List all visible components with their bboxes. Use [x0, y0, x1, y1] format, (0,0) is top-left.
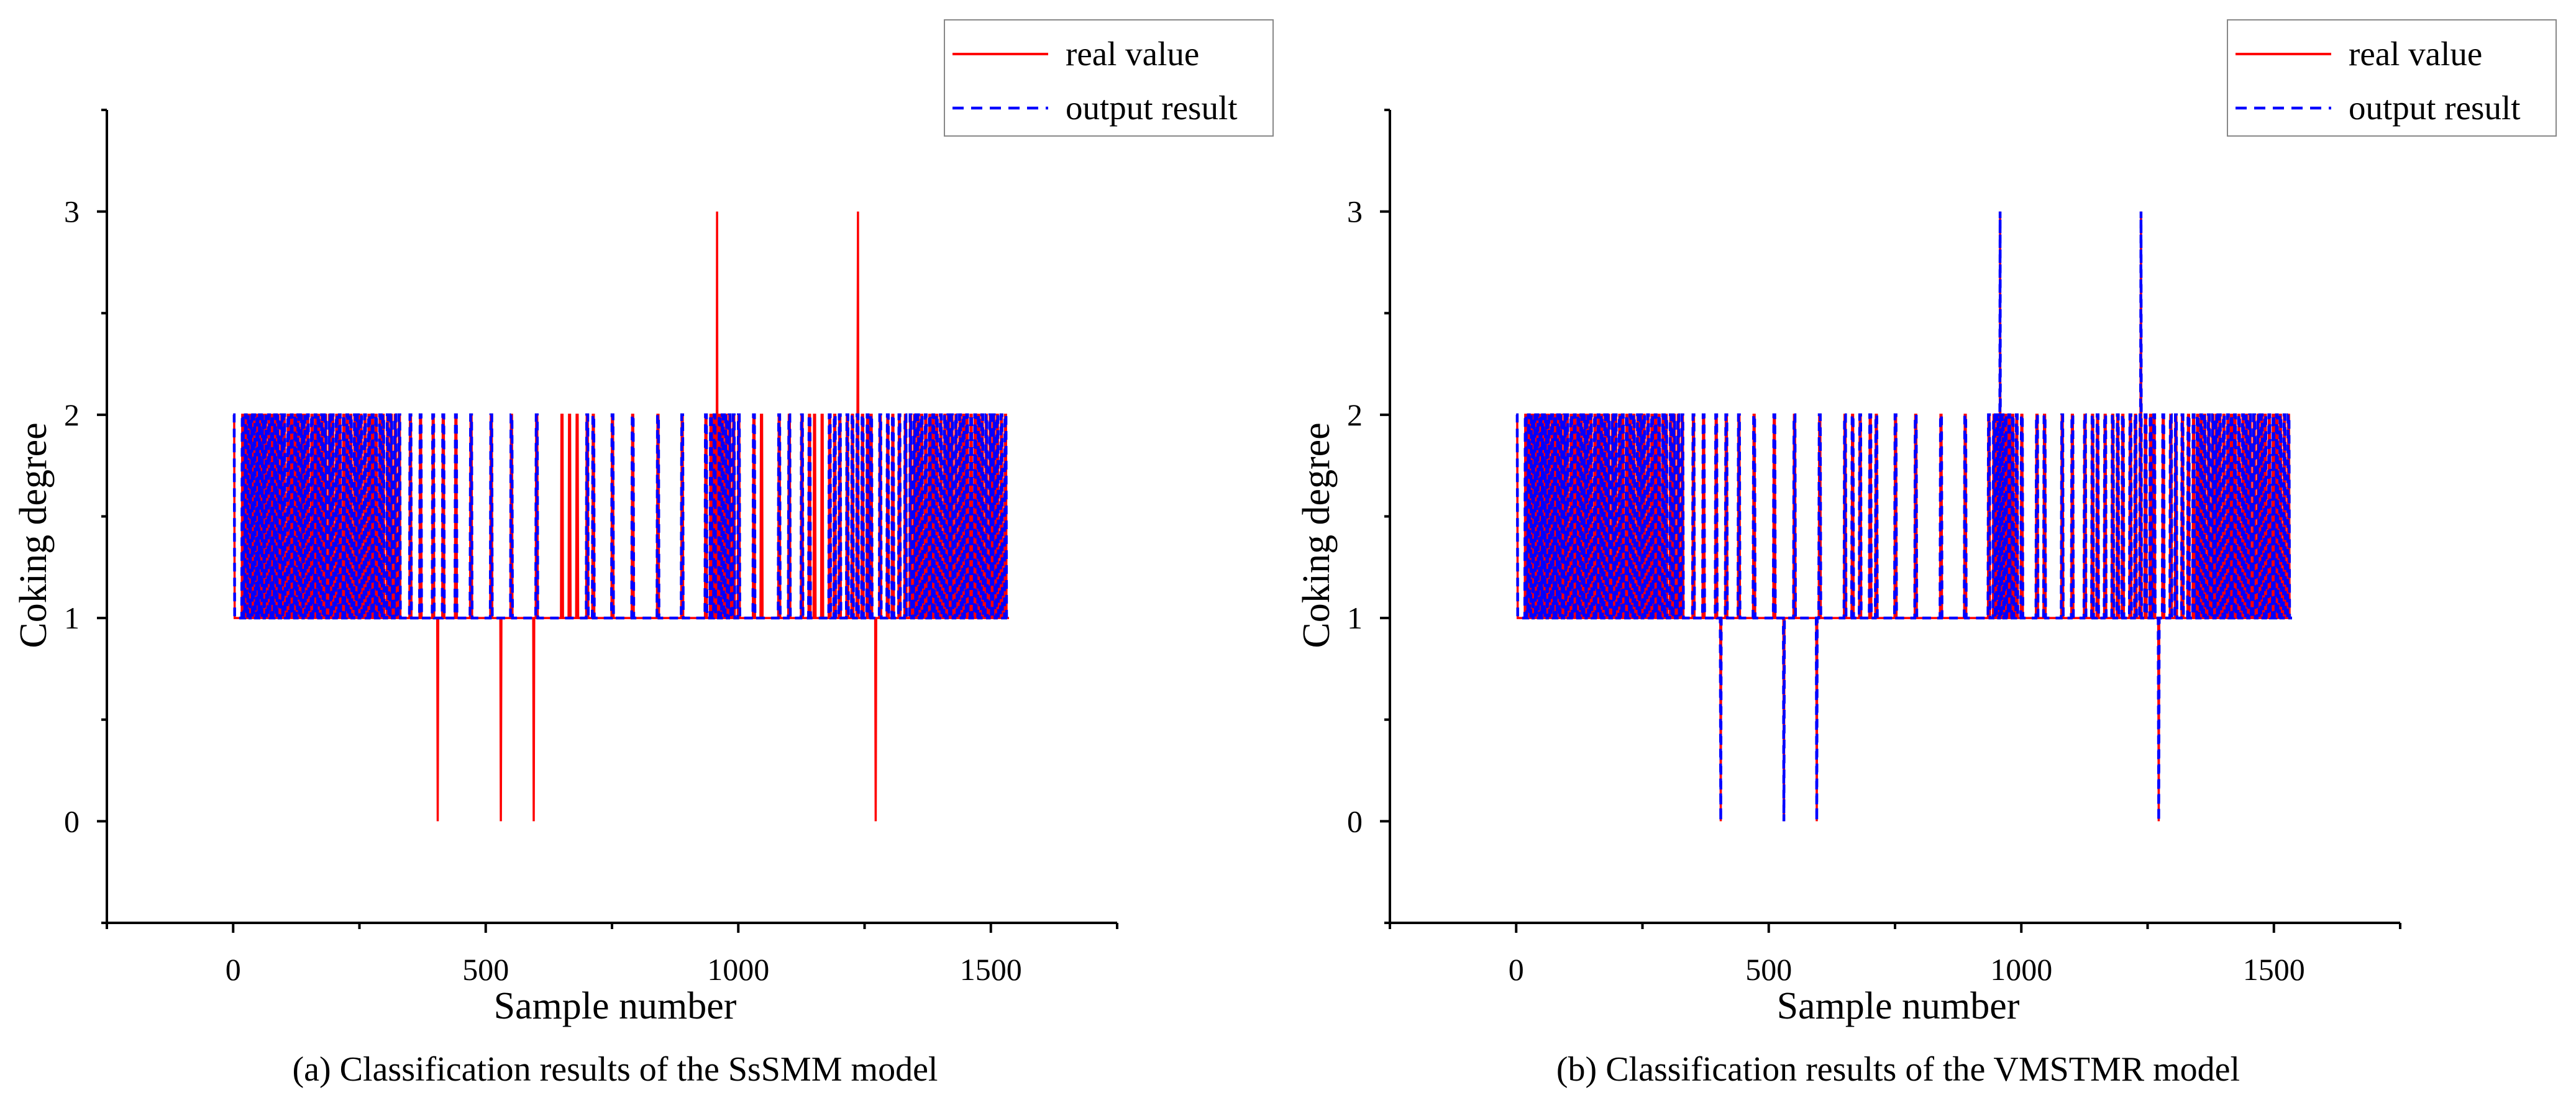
x-tick-label: 1500 — [960, 952, 1022, 987]
legend: real value output result — [944, 19, 1274, 137]
y-tick-label: 0 — [64, 804, 80, 838]
legend-label-real-value: real value — [1066, 35, 1199, 73]
chart-caption: (a) Classification results of the SsSMM … — [292, 1050, 938, 1089]
y-axis-title: Coking degree — [12, 422, 55, 648]
chart-panel-a: 0 1 2 3 0 500 1000 1500 Sample number Coking degr… — [12, 19, 1274, 1089]
chart-caption: (b) Classification results of the VMSTMR… — [1556, 1050, 2240, 1089]
x-tick-label: 1000 — [707, 952, 769, 987]
legend-box — [2227, 19, 2557, 137]
series-line-output-result — [232, 413, 1009, 620]
chart-panel-b: 0 1 2 3 0 500 1000 1500 Sample number Coking degr… — [1295, 19, 2557, 1089]
x-axis-title: Sample number — [494, 985, 737, 1027]
y-tick-label: 1 — [64, 601, 80, 635]
y-tick-label: 2 — [64, 397, 80, 432]
x-tick-label: 0 — [1509, 952, 1524, 987]
legend: real value output result — [2227, 19, 2557, 137]
x-tick-label: 1000 — [1990, 952, 2052, 987]
legend-label-output-result: output result — [2349, 89, 2521, 127]
x-axis-title: Sample number — [1777, 985, 2020, 1027]
legend-box — [944, 19, 1274, 137]
y-tick-label: 2 — [1347, 397, 1363, 432]
series-line-real-value — [233, 211, 1009, 822]
y-tick-label: 3 — [1347, 194, 1363, 229]
y-tick-label: 3 — [64, 194, 80, 229]
y-tick-label: 1 — [1347, 601, 1363, 635]
x-tick-label: 500 — [1745, 952, 1792, 987]
series-line-output-result — [1515, 211, 2292, 822]
x-tick-label: 500 — [462, 952, 509, 987]
x-tick-label: 1500 — [2243, 952, 2305, 987]
legend-label-output-result: output result — [1066, 89, 1238, 127]
y-axis-title: Coking degree — [1295, 422, 1338, 648]
y-tick-label: 0 — [1347, 804, 1363, 838]
x-tick-label: 0 — [226, 952, 241, 987]
legend-label-real-value: real value — [2349, 35, 2482, 73]
